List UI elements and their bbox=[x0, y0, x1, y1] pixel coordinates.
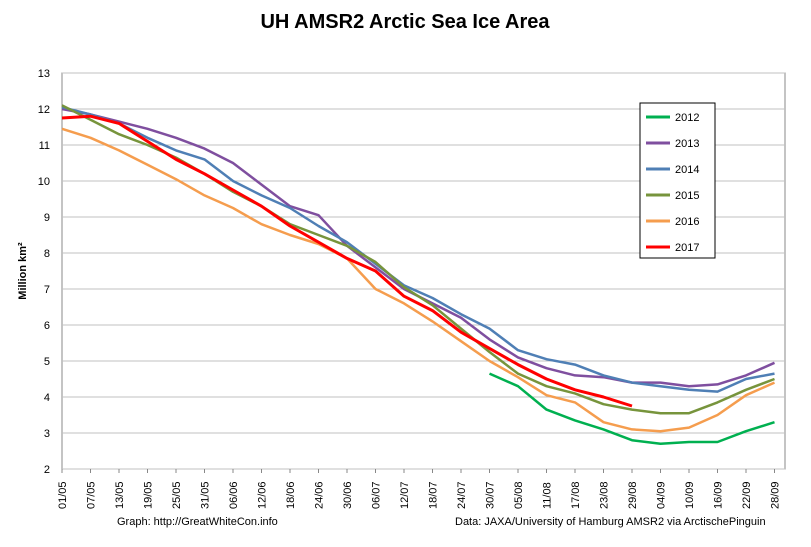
y-axis-label: Million km² bbox=[17, 242, 29, 300]
x-tick-label: 25/05 bbox=[171, 481, 183, 509]
y-tick-label: 7 bbox=[44, 284, 50, 296]
series-line bbox=[488, 372, 775, 446]
x-tick-label: 07/05 bbox=[86, 481, 98, 509]
x-tick-label: 19/05 bbox=[143, 481, 155, 509]
x-tick-label: 18/07 bbox=[428, 481, 440, 509]
y-tick-label: 8 bbox=[44, 248, 50, 260]
footer-right: Data: JAXA/University of Hamburg AMSR2 v… bbox=[455, 516, 766, 528]
x-tick-label: 11/08 bbox=[542, 482, 554, 509]
legend-box bbox=[639, 102, 716, 259]
y-tick-label: 5 bbox=[44, 356, 50, 368]
x-tick-label: 12/06 bbox=[257, 481, 269, 509]
legend-label: 2013 bbox=[675, 138, 699, 150]
legend-label: 2017 bbox=[675, 242, 699, 254]
y-tick-label: 3 bbox=[44, 428, 50, 440]
x-tick-label: 30/07 bbox=[485, 481, 497, 509]
x-tick-label: 30/06 bbox=[342, 481, 354, 509]
x-tick-label: 17/08 bbox=[570, 481, 582, 509]
x-tick-label: 16/09 bbox=[713, 481, 725, 509]
x-tick-label: 23/08 bbox=[599, 481, 611, 509]
x-tick-label: 18/06 bbox=[285, 481, 297, 509]
x-tick-label: 12/07 bbox=[399, 481, 411, 509]
footer-left: Graph: http://GreatWhiteCon.info bbox=[117, 516, 278, 528]
x-tick-label: 10/09 bbox=[684, 481, 696, 509]
series-line bbox=[61, 105, 775, 393]
legend-label: 2014 bbox=[675, 164, 699, 176]
legend-label: 2016 bbox=[675, 216, 699, 228]
y-tick-label: 10 bbox=[38, 176, 50, 188]
x-tick-label: 24/07 bbox=[456, 481, 468, 509]
y-tick-label: 9 bbox=[44, 212, 50, 224]
y-tick-label: 13 bbox=[38, 68, 50, 80]
x-tick-label: 29/08 bbox=[627, 481, 639, 509]
x-tick-label: 06/07 bbox=[371, 481, 383, 509]
series-line bbox=[61, 127, 776, 433]
y-tick-label: 12 bbox=[38, 104, 50, 116]
x-tick-label: 28/09 bbox=[770, 481, 782, 509]
x-tick-label: 31/05 bbox=[200, 481, 212, 509]
x-tick-label: 24/06 bbox=[314, 481, 326, 509]
x-tick-label: 05/08 bbox=[513, 481, 525, 509]
chart-title: UH AMSR2 Arctic Sea Ice Area bbox=[260, 11, 550, 33]
y-tick-label: 11 bbox=[39, 140, 50, 152]
x-tick-label: 13/05 bbox=[114, 481, 126, 509]
legend-label: 2015 bbox=[675, 190, 699, 202]
x-tick-label: 22/09 bbox=[741, 481, 753, 509]
x-tick-label: 04/09 bbox=[656, 481, 668, 509]
legend-label: 2012 bbox=[675, 112, 699, 124]
x-tick-label: 06/06 bbox=[228, 481, 240, 509]
y-tick-label: 2 bbox=[44, 464, 50, 476]
series-line bbox=[61, 114, 633, 408]
x-tick-label: 01/05 bbox=[57, 481, 69, 509]
y-tick-label: 4 bbox=[44, 392, 50, 404]
y-tick-label: 6 bbox=[44, 320, 50, 332]
